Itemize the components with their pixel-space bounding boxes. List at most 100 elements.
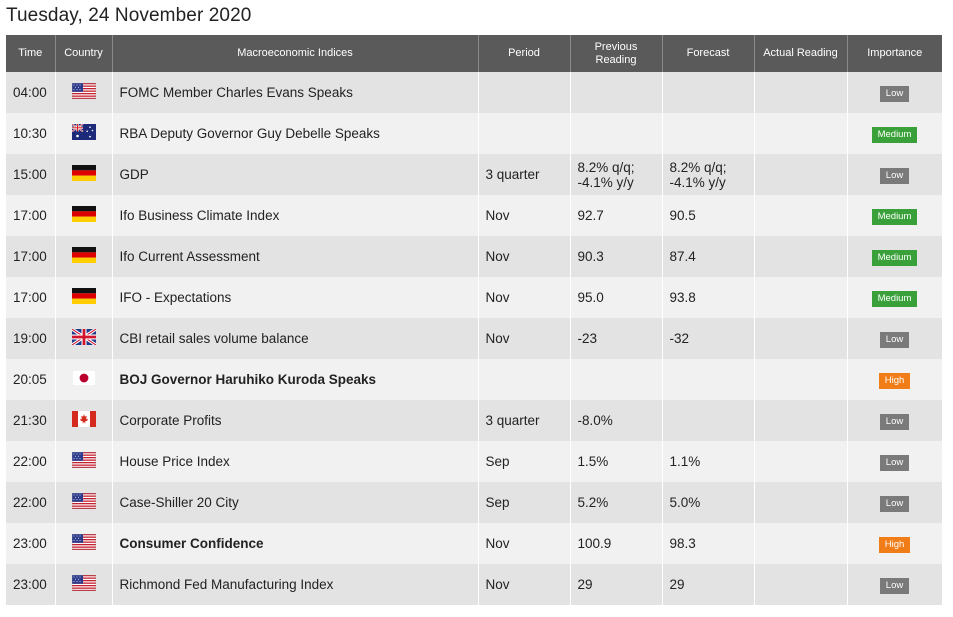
header-indices[interactable]: Macroeconomic Indices — [112, 35, 479, 72]
table-row[interactable]: 22:00 Case-Shiller 20 City Sep 5.2% 5.0% Low — [6, 482, 943, 523]
table-row[interactable]: 20:05 BOJ Governor Haruhiko Kuroda Speaks… — [6, 359, 943, 400]
cell-event[interactable]: Corporate Profits — [112, 400, 479, 441]
header-previous-line2: Reading — [595, 53, 637, 66]
cell-importance: Low — [847, 318, 943, 359]
cell-actual — [754, 236, 848, 277]
cell-period: Nov — [478, 236, 571, 277]
event-name[interactable]: Ifo Business Climate Index — [119, 208, 280, 223]
header-country[interactable]: Country — [55, 35, 113, 72]
cell-event[interactable]: BOJ Governor Haruhiko Kuroda Speaks — [112, 359, 479, 400]
cell-actual — [754, 154, 848, 195]
header-time[interactable]: Time — [6, 35, 56, 72]
cell-country — [55, 564, 113, 605]
cell-time: 23:00 — [6, 523, 56, 564]
event-name[interactable]: CBI retail sales volume balance — [119, 331, 309, 346]
cell-country — [55, 72, 113, 113]
event-name[interactable]: IFO - Expectations — [119, 290, 232, 305]
cell-event[interactable]: FOMC Member Charles Evans Speaks — [112, 72, 479, 113]
page-title: Tuesday, 24 November 2020 — [6, 5, 252, 26]
cell-country — [55, 359, 113, 400]
de-flag-icon — [71, 165, 96, 184]
event-name[interactable]: Ifo Current Assessment — [119, 249, 260, 264]
cell-period — [478, 113, 571, 154]
table-row[interactable]: 22:00 House Price Index Sep 1.5% 1.1% Low — [6, 441, 943, 482]
event-name[interactable]: FOMC Member Charles Evans Speaks — [119, 85, 353, 100]
cell-event[interactable]: CBI retail sales volume balance — [112, 318, 479, 359]
cell-importance: Low — [847, 441, 943, 482]
cell-country — [55, 113, 113, 154]
table-row[interactable]: 23:00 Richmond Fed Manufacturing Index Nov… — [6, 564, 943, 605]
forecast-line1: 8.2% q/q; — [669, 159, 727, 175]
cell-event[interactable]: Case-Shiller 20 City — [112, 482, 479, 523]
header-period[interactable]: Period — [478, 35, 571, 72]
header-previous[interactable]: Previous Reading — [570, 35, 663, 72]
cell-importance: Medium — [847, 195, 943, 236]
cell-importance: Low — [847, 154, 943, 195]
cell-previous: 5.2% — [570, 482, 663, 523]
previous-line1: 100.9 — [577, 536, 612, 551]
event-name[interactable]: Case-Shiller 20 City — [119, 495, 239, 510]
table-row[interactable]: 17:00 Ifo Business Climate Index Nov 92.7 90… — [6, 195, 943, 236]
event-name[interactable]: RBA Deputy Governor Guy Debelle Speaks — [119, 126, 380, 141]
importance-badge: Medium — [871, 208, 918, 225]
cell-event[interactable]: Ifo Business Climate Index — [112, 195, 479, 236]
cell-period: Nov — [478, 564, 571, 605]
cell-country — [55, 236, 113, 277]
cell-event[interactable]: Ifo Current Assessment — [112, 236, 479, 277]
cell-period: Nov — [478, 523, 571, 564]
importance-badge: Low — [879, 167, 910, 184]
cell-previous: 90.3 — [570, 236, 663, 277]
cell-country — [55, 400, 113, 441]
importance-badge: Low — [879, 495, 910, 512]
cell-event[interactable]: RBA Deputy Governor Guy Debelle Speaks — [112, 113, 479, 154]
cell-forecast: 8.2% q/q; -4.1% y/y — [662, 154, 755, 195]
table-row[interactable]: 17:00 IFO - Expectations Nov 95.0 93.8 Medium — [6, 277, 943, 318]
event-name[interactable]: Consumer Confidence — [119, 536, 264, 551]
cell-period: Sep — [478, 441, 571, 482]
cell-actual — [754, 195, 848, 236]
cell-event[interactable]: House Price Index — [112, 441, 479, 482]
cell-forecast — [662, 113, 755, 154]
de-flag-icon — [71, 206, 96, 225]
cell-period — [478, 359, 571, 400]
table-row[interactable]: 23:00 Consumer Confidence Nov 100.9 98.3 High — [6, 523, 943, 564]
us-flag-icon — [71, 451, 96, 471]
forecast-line1: 90.5 — [669, 208, 696, 223]
cell-event[interactable]: GDP — [112, 154, 479, 195]
forecast-line1: -32 — [669, 331, 690, 346]
event-name[interactable]: House Price Index — [119, 454, 230, 469]
cell-time: 22:00 — [6, 482, 56, 523]
header-actual[interactable]: Actual Reading — [754, 35, 848, 72]
cell-importance: Low — [847, 564, 943, 605]
table-row[interactable]: 15:00 GDP 3 quarter 8.2% q/q; -4.1% y/y 8.2% … — [6, 154, 943, 195]
importance-badge: Low — [879, 85, 910, 102]
previous-line1: 1.5% — [577, 454, 609, 469]
event-name[interactable]: Corporate Profits — [119, 413, 222, 428]
cell-forecast — [662, 72, 755, 113]
cell-event[interactable]: Consumer Confidence — [112, 523, 479, 564]
header-forecast[interactable]: Forecast — [662, 35, 755, 72]
table-row[interactable]: 17:00 Ifo Current Assessment Nov 90.3 87.4 Me… — [6, 236, 943, 277]
cell-forecast: 1.1% — [662, 441, 755, 482]
cell-time: 10:30 — [6, 113, 56, 154]
event-name[interactable]: GDP — [119, 167, 149, 182]
table-row[interactable]: 19:00 CBI retail sales volume balance Nov -… — [6, 318, 943, 359]
importance-badge: Medium — [871, 290, 918, 307]
header-importance[interactable]: Importance — [847, 35, 942, 72]
au-flag-icon — [71, 123, 96, 143]
us-flag-icon — [71, 492, 96, 512]
table-row[interactable]: 04:00 FOMC Member Charles Evans Speaks Low — [6, 72, 943, 113]
cell-previous — [570, 72, 663, 113]
event-name[interactable]: Richmond Fed Manufacturing Index — [119, 577, 334, 592]
table-row[interactable]: 21:30 Corporate Profits 3 quarter -8.0% Low — [6, 400, 943, 441]
cell-forecast: 93.8 — [662, 277, 755, 318]
cell-previous: 1.5% — [570, 441, 663, 482]
event-name[interactable]: BOJ Governor Haruhiko Kuroda Speaks — [119, 372, 377, 387]
cell-previous — [570, 113, 663, 154]
cell-event[interactable]: Richmond Fed Manufacturing Index — [112, 564, 479, 605]
cell-event[interactable]: IFO - Expectations — [112, 277, 479, 318]
table-row[interactable]: 10:30 RBA Deputy Governor Guy Debelle Spe… — [6, 113, 943, 154]
cell-period: Nov — [478, 318, 571, 359]
cell-forecast — [662, 400, 755, 441]
cell-time: 04:00 — [6, 72, 56, 113]
